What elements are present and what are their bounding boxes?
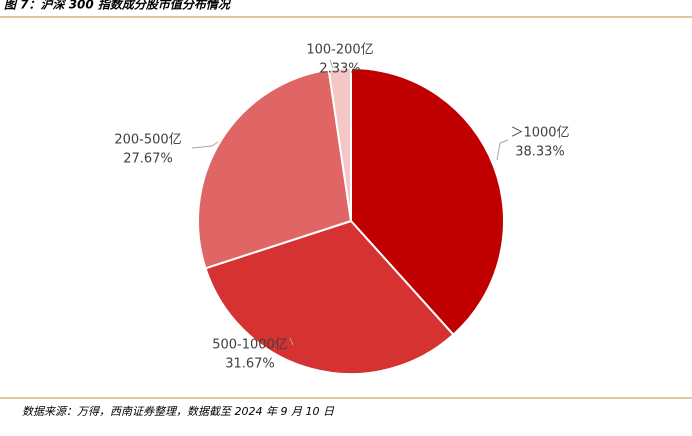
pie-slice xyxy=(327,66,352,222)
source-note: 数据来源：万得，西南证券整理，数据截至 2024 年 9 月 10 日 xyxy=(22,405,335,418)
value-label: 38.33% xyxy=(515,145,565,160)
value-label: 27.67% xyxy=(123,152,173,167)
pie-slice xyxy=(350,66,505,337)
leader-line xyxy=(289,337,294,346)
pie-slice xyxy=(204,219,455,375)
value-label: 2.33% xyxy=(319,62,360,77)
slice-label: 500-1000亿 xyxy=(212,338,288,353)
slice-label: 100-200亿 xyxy=(306,43,373,58)
leader-line xyxy=(329,59,334,69)
pie-slice xyxy=(197,68,353,270)
chart-title: 图 7：沪深 300 指数成分股市值分布情况 xyxy=(4,0,232,12)
leader-line xyxy=(496,139,509,161)
slice-label: 200-500亿 xyxy=(114,133,181,148)
value-label: 31.67% xyxy=(225,357,275,372)
leader-line xyxy=(191,141,219,149)
slice-label: ＞1000亿 xyxy=(510,126,569,141)
